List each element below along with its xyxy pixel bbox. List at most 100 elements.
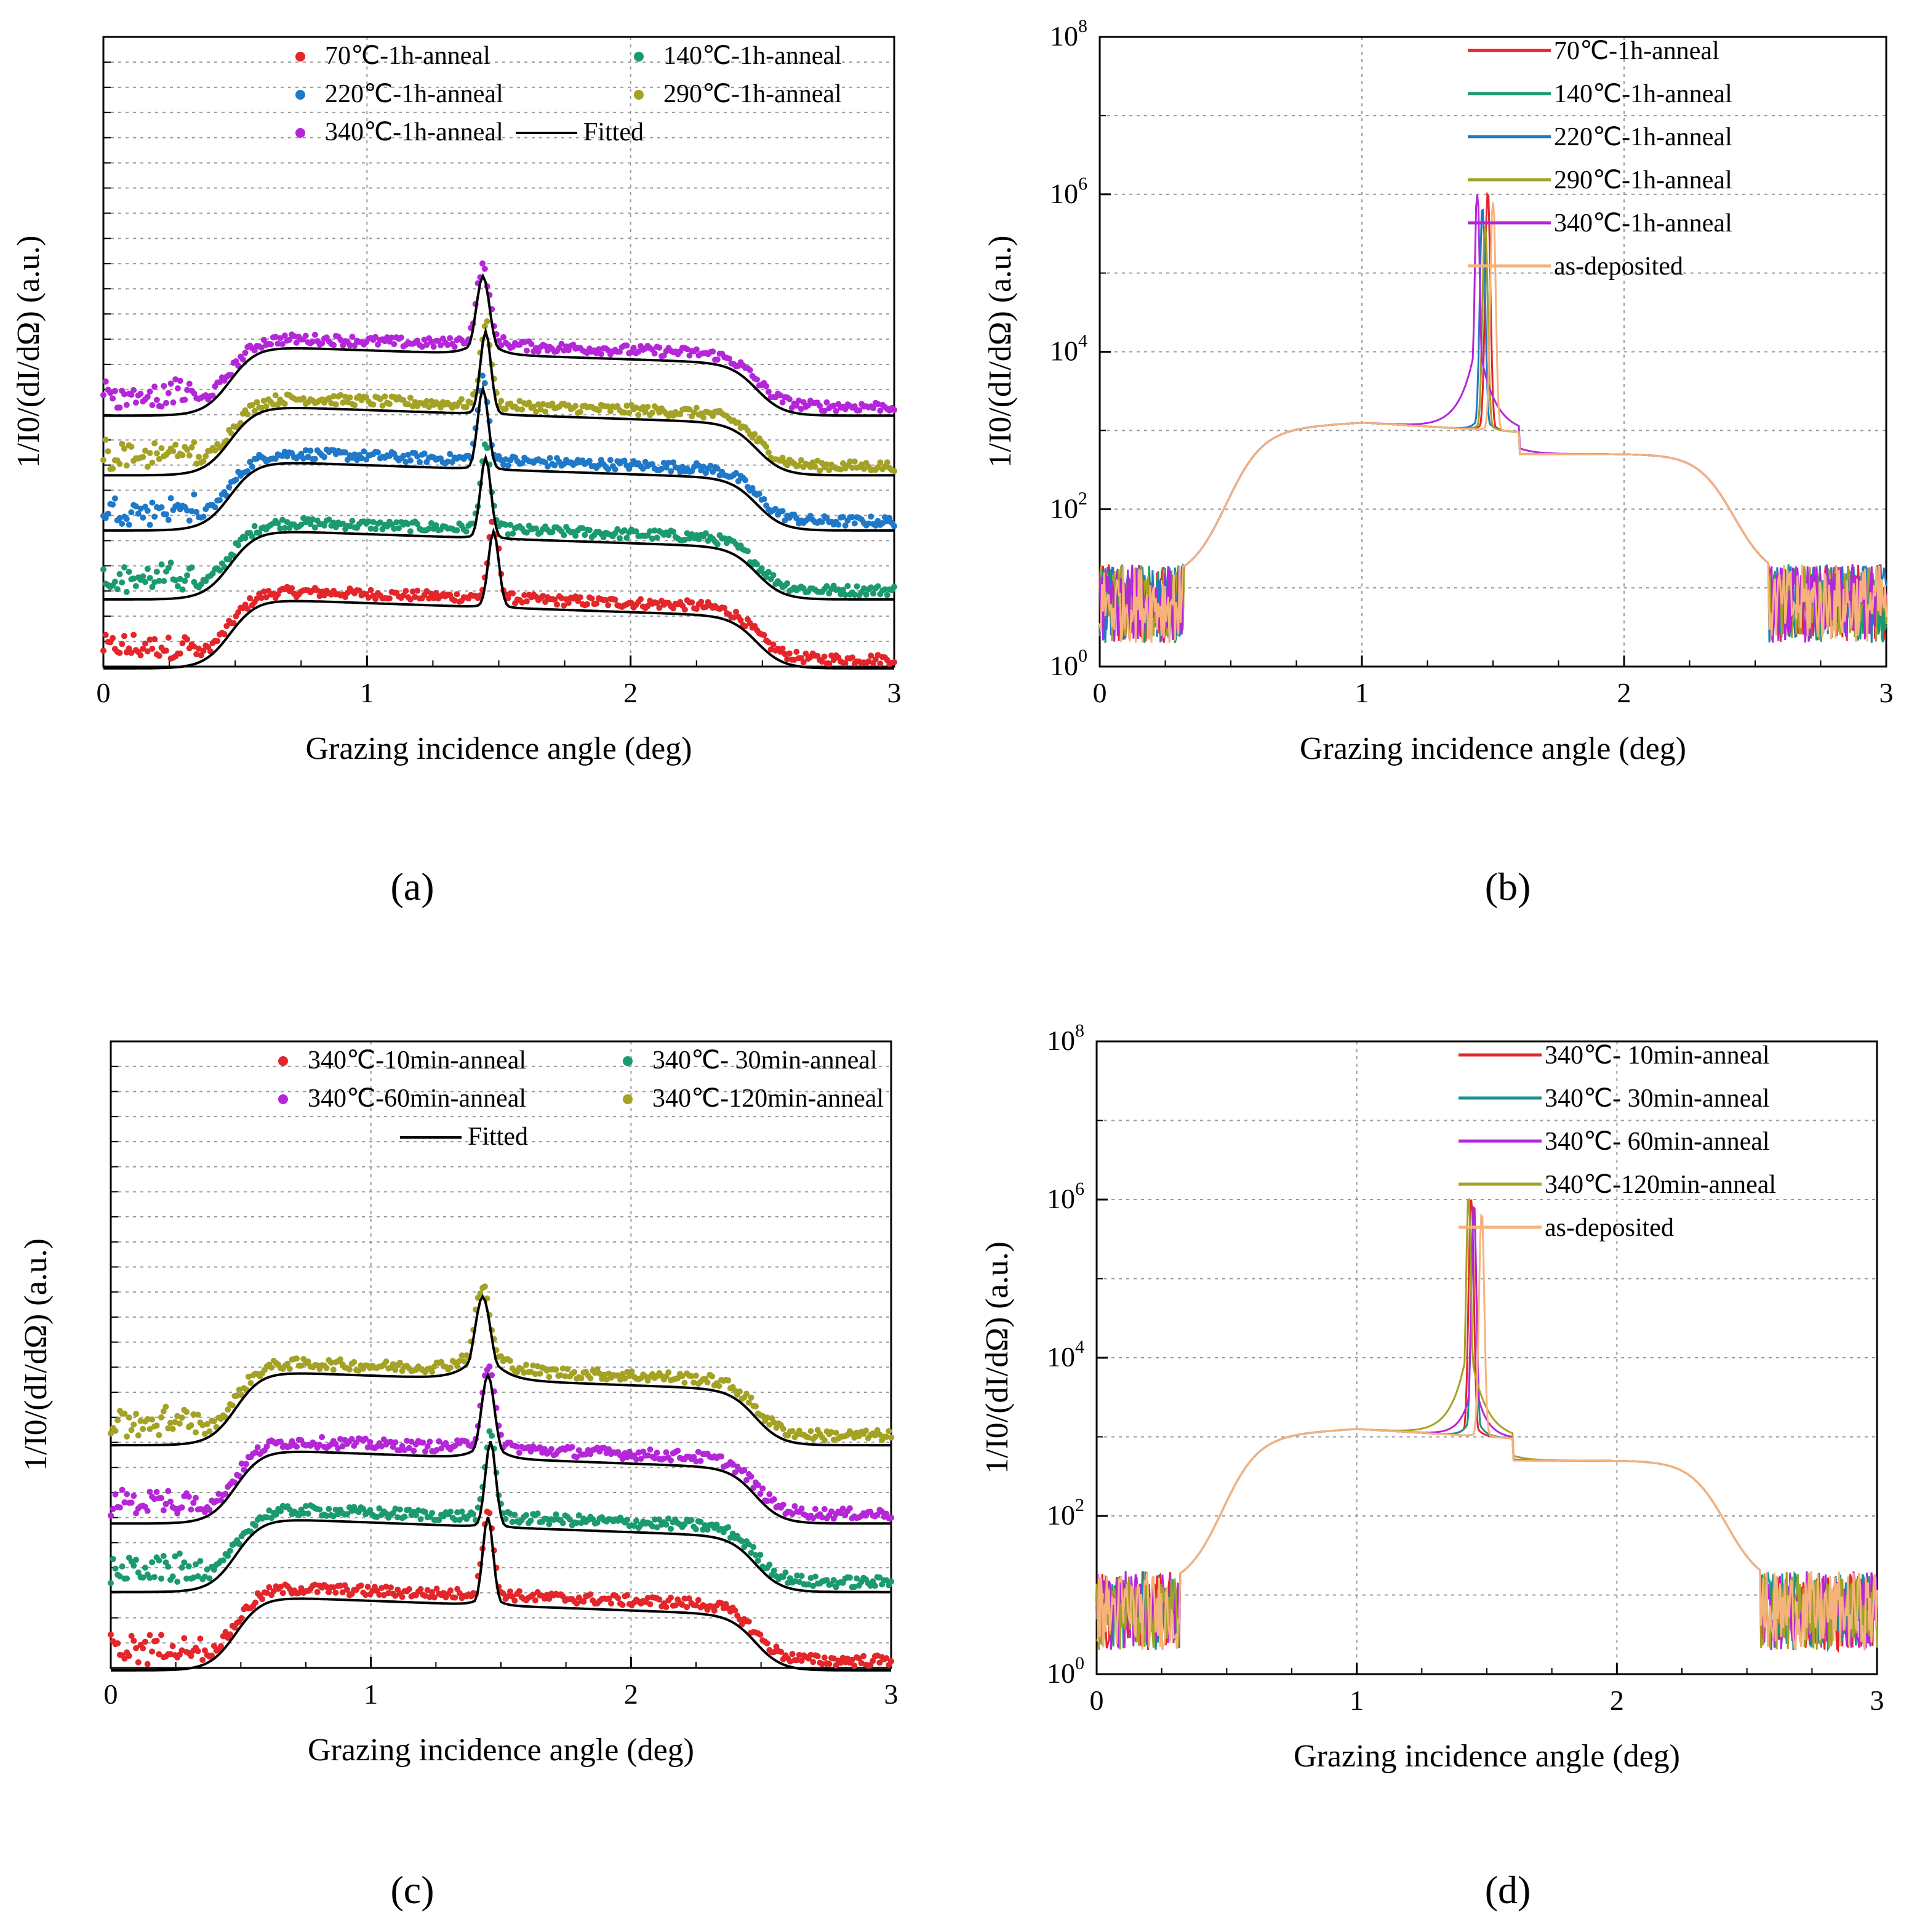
data-point <box>149 583 156 590</box>
data-point <box>279 341 286 347</box>
data-point <box>376 1592 383 1598</box>
data-point <box>130 1562 137 1569</box>
data-point <box>130 1493 137 1499</box>
data-point <box>847 458 854 465</box>
data-point <box>193 651 200 657</box>
series-4 <box>100 260 897 417</box>
data-point <box>870 590 876 597</box>
data-point <box>743 1477 750 1483</box>
data-point <box>431 1594 438 1601</box>
data-point <box>519 460 526 467</box>
data-point <box>243 1461 249 1467</box>
data-point <box>540 401 546 407</box>
y-axis-label: 1/I0/(dI/dΩ) (a.u.) <box>18 1238 54 1471</box>
data-point <box>328 1359 334 1366</box>
data-point <box>663 1449 670 1456</box>
data-point <box>110 395 116 402</box>
data-point <box>258 404 265 411</box>
data-point <box>268 1365 275 1371</box>
data-point <box>278 1508 284 1515</box>
data-point <box>323 1584 330 1590</box>
data-point <box>400 452 407 459</box>
data-point <box>770 1419 777 1426</box>
data-point <box>656 1596 663 1603</box>
data-point <box>684 530 690 537</box>
data-point <box>241 1466 247 1473</box>
data-point <box>226 556 233 563</box>
y-tick-base: 10 <box>1050 20 1078 52</box>
x-tick-label: 1 <box>1355 677 1369 708</box>
data-point <box>102 436 109 443</box>
data-point <box>830 1655 837 1662</box>
data-point <box>140 515 146 521</box>
data-point <box>144 463 151 470</box>
data-point <box>335 1445 342 1451</box>
data-point <box>160 1553 167 1559</box>
legend-item: 140℃-1h-anneal <box>1468 80 1732 108</box>
data-point <box>116 404 123 411</box>
data-point <box>849 1656 855 1663</box>
data-point <box>530 1362 537 1369</box>
data-point <box>479 372 486 379</box>
data-point <box>870 1657 876 1664</box>
data-point <box>151 1574 158 1581</box>
data-point <box>414 521 421 527</box>
data-point <box>206 1507 213 1513</box>
legend-label: 220℃-1h-anneal <box>1554 123 1732 151</box>
data-point <box>348 1436 355 1442</box>
data-point <box>686 1595 692 1601</box>
x-tick-label: 0 <box>104 1678 118 1710</box>
data-point <box>100 566 106 573</box>
data-point <box>693 346 700 353</box>
data-point <box>635 348 642 355</box>
data-point <box>429 1589 436 1595</box>
data-point <box>874 652 881 659</box>
y-tick-label: 106 <box>1047 1179 1084 1214</box>
data-point <box>337 337 344 343</box>
data-point <box>541 1446 548 1453</box>
data-point <box>181 1635 188 1641</box>
data-point <box>158 1575 164 1582</box>
data-point <box>376 1505 383 1512</box>
data-point <box>553 1511 559 1518</box>
data-point <box>244 411 251 418</box>
data-point <box>174 1510 181 1517</box>
data-point <box>710 468 716 475</box>
data-point <box>367 1439 374 1445</box>
data-point <box>477 1290 484 1297</box>
data-point <box>748 1394 754 1401</box>
data-point <box>201 1573 208 1580</box>
data-point <box>201 1509 208 1515</box>
data-point <box>559 1365 566 1372</box>
data-point <box>428 520 434 526</box>
data-point <box>392 1439 399 1446</box>
data-point <box>225 1406 231 1413</box>
x-tick-label: 3 <box>1870 1685 1884 1716</box>
y-tick-exponent: 4 <box>1075 1337 1084 1357</box>
data-point <box>193 1494 199 1501</box>
data-point <box>614 526 621 532</box>
data-point <box>140 454 146 460</box>
fitted-line <box>111 1517 891 1672</box>
data-point <box>116 649 123 656</box>
data-point <box>502 406 509 412</box>
data-point <box>172 441 179 448</box>
data-point <box>810 1515 817 1521</box>
data-point <box>498 1353 504 1360</box>
data-point <box>191 643 198 650</box>
data-point <box>693 1602 699 1609</box>
data-point <box>681 537 688 543</box>
data-point <box>146 1426 153 1432</box>
data-point <box>132 399 139 406</box>
data-point <box>718 1600 724 1606</box>
data-point <box>305 1510 311 1517</box>
data-point <box>119 441 126 447</box>
data-point <box>149 1416 156 1423</box>
y-tick-base: 10 <box>1050 650 1078 681</box>
data-point <box>144 393 151 400</box>
data-point <box>383 1358 390 1365</box>
data-point <box>217 497 223 503</box>
fitted-line <box>111 1294 891 1447</box>
data-point <box>839 587 846 593</box>
data-point <box>311 1581 318 1588</box>
